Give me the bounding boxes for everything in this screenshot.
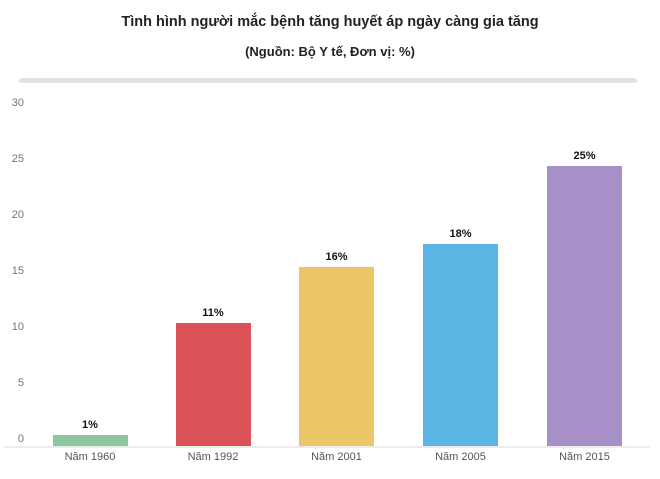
chart-subtitle: (Nguồn: Bộ Y tế, Đơn vị: %) [245,44,415,59]
bar-nam-1960[interactable] [52,434,128,446]
chart-title: Tình hình người mắc bệnh tăng huyết áp n… [121,14,539,30]
chart-scrollbar[interactable] [19,78,637,83]
x-axis-category-label: Năm 2001 [311,451,362,463]
x-axis-line [4,446,650,448]
x-axis-category-label: Năm 1992 [187,451,239,463]
bar-value-label: 16% [325,250,348,263]
y-axis-tick-label: 5 [17,376,24,389]
bar-nam-1992[interactable] [175,322,251,446]
bar-nam-2015[interactable] [547,166,622,446]
bar-nam-2005[interactable] [423,244,498,446]
y-axis-tick-label: 30 [11,96,24,109]
bar-nam-2001[interactable] [299,266,374,446]
x-axis-category-label: Năm 2005 [435,451,486,463]
bar-value-label: 18% [449,228,472,241]
y-axis-tick-label: 0 [17,432,24,445]
bar-value-label: 11% [202,306,224,319]
y-axis-tick-label: 10 [11,320,24,333]
x-axis-category-label: Năm 2015 [559,451,610,463]
y-axis-tick-label: 20 [11,208,24,221]
x-axis-category-label: Năm 1960 [64,451,116,463]
y-axis-tick-label: 15 [11,264,24,277]
y-axis-tick-label: 25 [11,152,24,165]
bar-value-label: 25% [573,150,596,162]
bar-value-label: 1% [82,418,98,431]
